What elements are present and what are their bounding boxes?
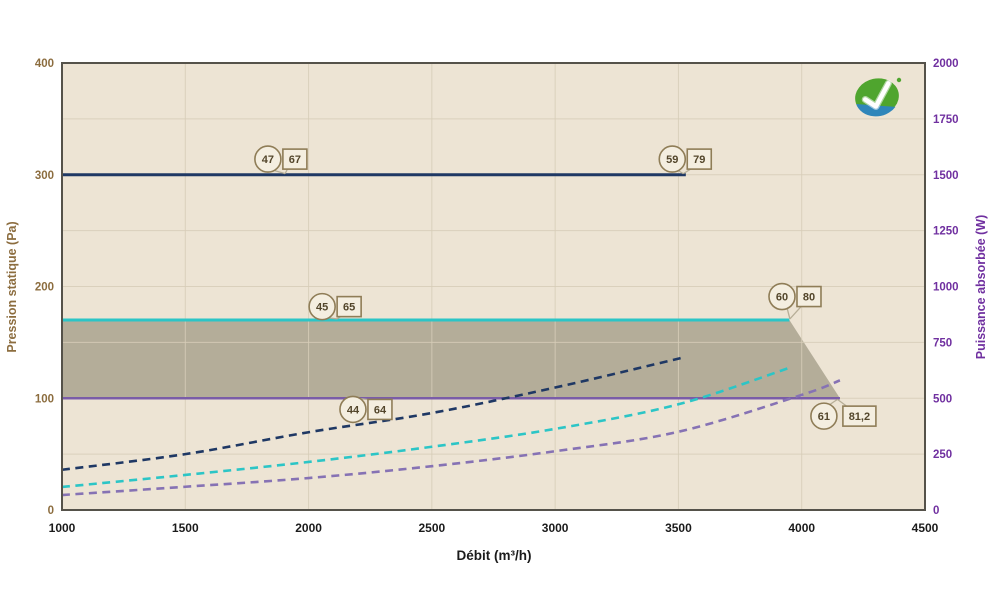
static-efficiency-bubble <box>658 145 687 173</box>
power-low-speed <box>61 379 841 497</box>
total-efficiency-box <box>367 398 393 421</box>
efficiency-callout: 44 64 <box>339 395 393 424</box>
left-axis-tick-label: 100 <box>35 393 54 405</box>
left-axis-tick-label: 200 <box>35 282 54 294</box>
registered-mark-dot <box>896 77 902 83</box>
left-axis-tick-label: 0 <box>48 505 54 517</box>
efficiency-callout: 45 65 <box>308 292 362 321</box>
chart-dynamic-layer: 0100200300400025050075010001250150017502… <box>35 58 959 535</box>
left-axis-tick-label: 300 <box>35 170 54 182</box>
right-axis-tick-label: 750 <box>933 337 952 349</box>
right-axis-tick-label: 1000 <box>933 282 959 294</box>
static-efficiency-value: 47 <box>262 154 274 166</box>
x-axis-tick-label: 1500 <box>172 521 199 535</box>
certification-logo <box>855 77 902 117</box>
total-efficiency-box <box>842 405 877 427</box>
x-axis-tick-label: 4500 <box>912 521 939 535</box>
right-axis-tick-label: 250 <box>933 449 952 461</box>
static-efficiency-bubble <box>339 395 367 424</box>
x-axis-tick-label: 4000 <box>788 521 815 535</box>
static-efficiency-value: 44 <box>347 404 360 416</box>
plot-border <box>61 62 926 511</box>
static-efficiency-bubble <box>308 292 336 321</box>
working-zone <box>62 320 840 399</box>
total-efficiency-value: 67 <box>289 154 301 166</box>
efficiency-callout: 61 81,2 <box>810 398 877 430</box>
total-efficiency-value: 81,2 <box>849 411 870 423</box>
total-efficiency-value: 65 <box>343 302 355 314</box>
static-efficiency-bubble <box>768 282 796 311</box>
right-axis-tick-label: 500 <box>933 393 952 405</box>
total-efficiency-box <box>796 285 822 308</box>
right-axis-tick-label: 0 <box>933 505 939 517</box>
static-efficiency-bubble <box>254 145 282 173</box>
efficiency-callout: 60 80 <box>768 282 822 320</box>
right-axis-tick-label: 2000 <box>933 58 959 70</box>
x-axis-title: Débit (m³/h) <box>457 548 532 563</box>
right-axis-tick-label: 1750 <box>933 114 959 126</box>
total-efficiency-value: 64 <box>374 404 387 416</box>
right-axis-tick-label: 1250 <box>933 226 959 238</box>
callout-tail <box>789 305 803 320</box>
static-efficiency-value: 59 <box>666 154 678 166</box>
total-efficiency-box <box>336 295 362 318</box>
efficiency-callout: 47 67 <box>254 145 308 175</box>
x-axis-tick-label: 1000 <box>49 521 76 535</box>
right-axis-title: Puissance absorbée (W) <box>974 215 988 360</box>
x-axis-tick-label: 2500 <box>419 521 446 535</box>
callout-tail <box>786 307 791 320</box>
static-efficiency-value: 60 <box>776 291 788 303</box>
static-efficiency-bubble <box>810 402 838 430</box>
static-efficiency-value: 61 <box>818 411 830 423</box>
power-mid-speed <box>61 365 793 489</box>
x-axis-tick-label: 2000 <box>295 521 322 535</box>
efficiency-callout: 59 79 <box>658 145 713 175</box>
left-axis-tick-label: 400 <box>35 58 54 70</box>
checkmark-icon <box>863 81 891 109</box>
x-axis-tick-label: 3500 <box>665 521 692 535</box>
total-efficiency-box <box>686 148 713 170</box>
x-axis-tick-label: 3000 <box>542 521 569 535</box>
total-efficiency-value: 79 <box>693 154 705 166</box>
left-axis-title: Pression statique (Pa) <box>5 221 19 352</box>
static-efficiency-value: 45 <box>316 302 328 314</box>
right-axis-tick-label: 1500 <box>933 170 959 182</box>
power-max-speed <box>61 355 687 472</box>
total-efficiency-value: 80 <box>803 291 815 303</box>
logo-globe-blue <box>856 103 896 117</box>
total-efficiency-box <box>282 148 308 170</box>
